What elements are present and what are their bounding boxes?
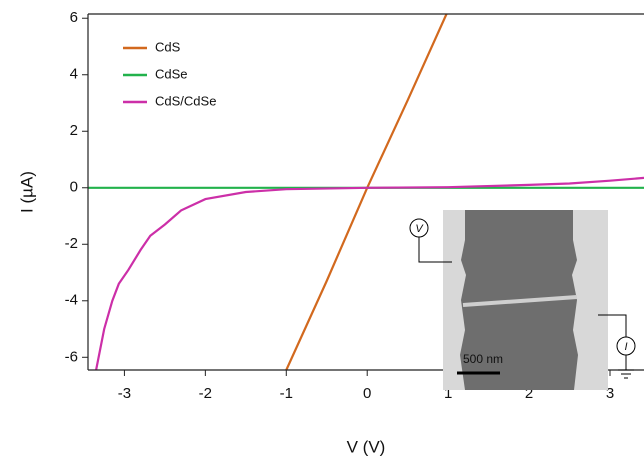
ammeter-label: I [624, 341, 627, 353]
x-tick-label: -1 [280, 385, 293, 402]
plot-area [88, 14, 644, 370]
legend-label: CdSe [155, 66, 188, 81]
x-tick-label: 1 [444, 385, 452, 402]
y-tick-label: 4 [70, 66, 78, 83]
scale-bar-label: 500 nm [463, 352, 503, 366]
y-tick-label: 6 [70, 9, 78, 26]
inset: 500 nm V I [409, 210, 636, 390]
x-tick-label: -3 [118, 385, 131, 402]
y-tick-label: -4 [65, 292, 78, 309]
legend-label: CdS [155, 39, 181, 54]
y-tick-label: -2 [65, 235, 78, 252]
y-tick-label: 2 [70, 122, 78, 139]
x-axis-label: V (V) [347, 437, 386, 456]
y-tick-label: 0 [70, 179, 78, 196]
y-axis-label: I (µA) [17, 171, 36, 213]
series-line [285, 14, 448, 370]
x-tick-label: 2 [525, 385, 533, 402]
ground [618, 355, 634, 379]
y-tick-label: -6 [65, 348, 78, 365]
wire [418, 237, 452, 263]
electrode-right [572, 210, 608, 390]
wire [598, 314, 627, 337]
x-tick-label: 0 [363, 385, 371, 402]
nanowire [462, 295, 578, 307]
x-tick-label: -2 [199, 385, 212, 402]
electrode-left [443, 210, 466, 390]
legend: CdS CdSe CdS/CdSe [123, 39, 216, 108]
axes: -3 -2 -1 0 1 2 3 -6 -4 -2 0 2 4 6 [65, 9, 615, 402]
legend-label: CdS/CdSe [155, 93, 216, 108]
voltmeter-label: V [415, 223, 424, 235]
series-line [95, 176, 644, 370]
x-tick-label: 3 [606, 385, 614, 402]
